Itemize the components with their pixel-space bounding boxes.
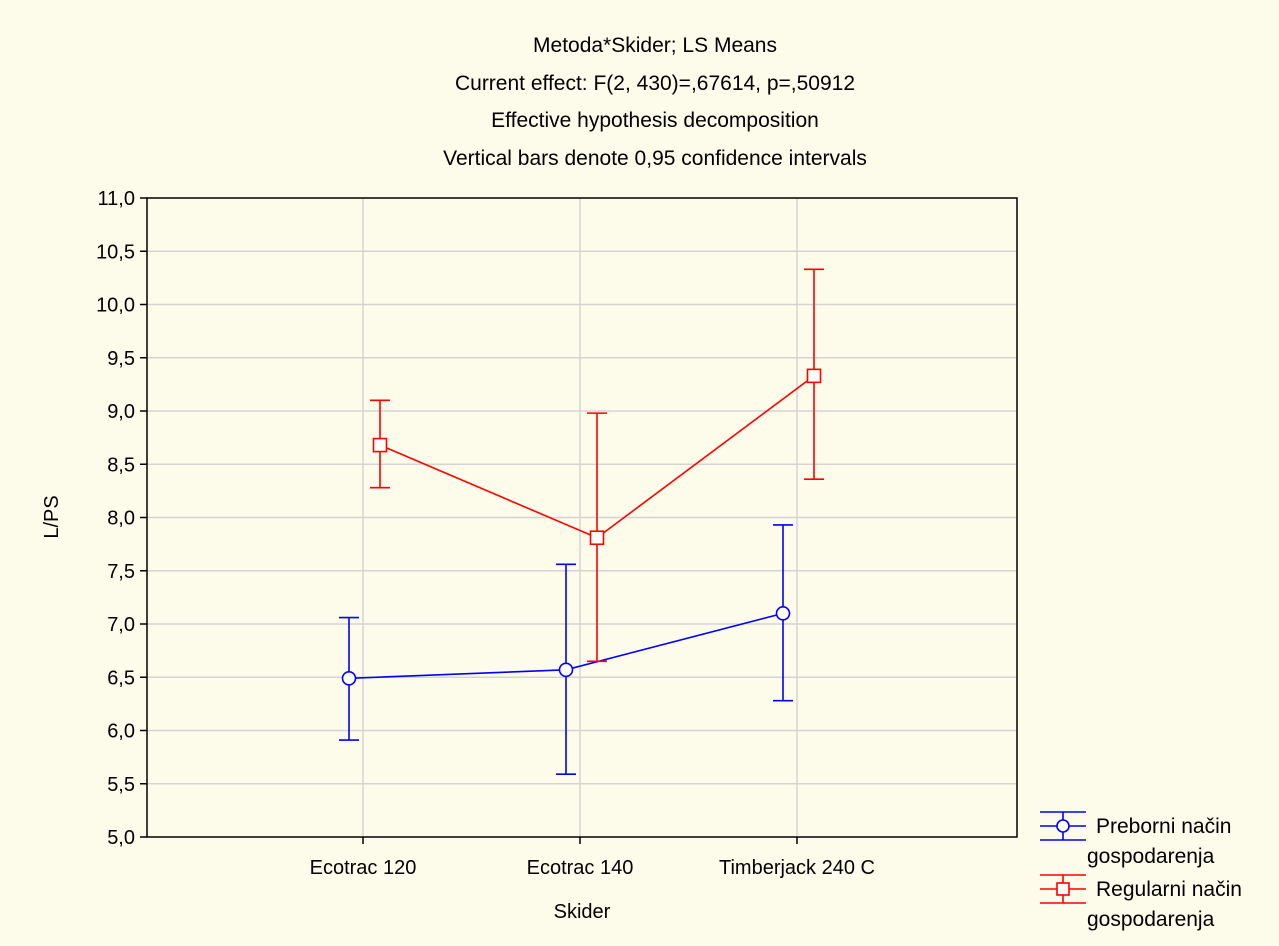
data-point <box>775 606 791 621</box>
series-2 <box>370 268 824 663</box>
x-tick-label: Timberjack 240 C <box>719 857 875 879</box>
y-tick-label: 8,0 <box>107 508 135 530</box>
y-tick-label: 6,5 <box>107 667 135 689</box>
series-1 <box>339 524 793 775</box>
y-tick-label: 8,5 <box>107 454 135 476</box>
grid-lines <box>147 198 1017 837</box>
title-line-2: Current effect: F(2, 430)=,67614, p=,509… <box>455 72 855 95</box>
data-point <box>806 368 822 384</box>
legend-label: Regularni način <box>1096 878 1242 901</box>
legend-label: Preborni način <box>1096 815 1231 838</box>
y-tick-label: 6,0 <box>107 721 135 743</box>
legend-marker <box>1056 819 1070 833</box>
data-point <box>372 437 388 453</box>
data-point <box>341 671 357 686</box>
legend-label-line-2: gospodarenja <box>1087 908 1215 931</box>
title-line-1: Metoda*Skider; LS Means <box>533 34 777 57</box>
y-tick-label: 11,0 <box>98 188 135 210</box>
y-tick-label: 5,5 <box>107 774 135 796</box>
x-axis: Ecotrac 120 Ecotrac 140 Timberjack 240 C <box>310 837 875 879</box>
legend-label-line-2: gospodarenja <box>1087 845 1215 868</box>
x-tick-label: Ecotrac 120 <box>310 857 417 879</box>
x-tick-label: Ecotrac 140 <box>527 857 634 879</box>
y-tick-label: 9,5 <box>107 348 135 370</box>
chart-title: Metoda*Skider; LS Means Current effect: … <box>443 34 867 170</box>
y-tick-label: 5,0 <box>107 827 135 849</box>
y-tick-label: 10,0 <box>96 295 135 317</box>
title-line-4: Vertical bars denote 0,95 confidence int… <box>443 147 867 170</box>
y-tick-label: 7,5 <box>107 561 135 583</box>
y-axis-label: L/PS <box>41 495 63 538</box>
title-line-3: Effective hypothesis decomposition <box>491 109 819 132</box>
y-tick-label: 9,0 <box>107 401 135 423</box>
y-tick-label: 10,5 <box>96 241 135 263</box>
series-layer <box>339 268 824 775</box>
y-tick-label: 7,0 <box>107 614 135 636</box>
data-point <box>589 530 605 546</box>
data-point <box>558 662 574 678</box>
legend-marker <box>1056 882 1070 896</box>
x-axis-label: Skider <box>554 901 611 923</box>
legend-item-1: Preborni način gospodarenja <box>1040 811 1231 868</box>
y-axis: 5,0 5,5 6,0 6,5 7,0 7,5 8,0 8,5 9,0 9,5 10,0 10,5 11… <box>96 188 147 849</box>
legend-item-2: Regularni način gospodarenja <box>1040 874 1242 931</box>
